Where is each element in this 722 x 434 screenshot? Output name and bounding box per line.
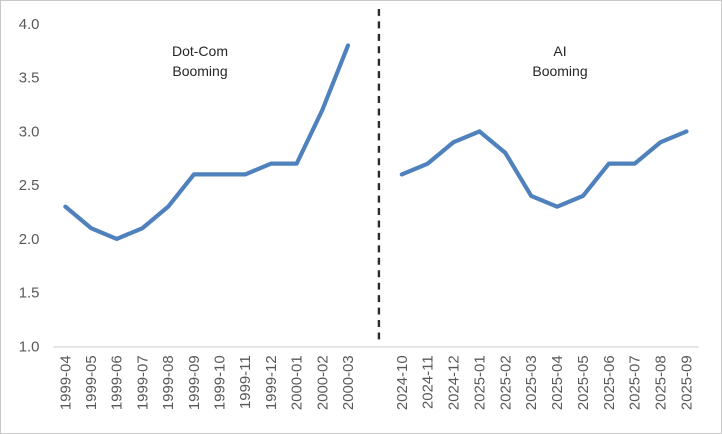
series-line-dotcom (63, 43, 351, 241)
x-tick-label: 2000-01 (289, 355, 306, 410)
x-tick-label: 2024-12 (446, 355, 463, 410)
annotation-ai-booming: AI Booming (532, 43, 588, 79)
x-tick-label: 2025-07 (627, 355, 644, 410)
y-tick-label: 2.5 (19, 177, 40, 194)
x-tick-label: 2025-09 (678, 355, 695, 410)
y-tick-label: 3.0 (19, 123, 40, 140)
x-tick-label: 2025-04 (549, 355, 566, 410)
x-tick-label: 2025-05 (575, 355, 592, 410)
x-tick-label: 1999-11 (237, 355, 254, 409)
x-tick-label: 1999-05 (83, 355, 100, 410)
x-tick-label: 2000-03 (340, 355, 357, 410)
x-tick-label: 2024-10 (394, 355, 411, 410)
x-tick-label: 2025-06 (601, 355, 618, 410)
y-tick-label: 2.0 (19, 231, 40, 248)
x-tick-label: 1999-06 (109, 355, 126, 410)
x-tick-label: 1999-09 (186, 355, 203, 410)
series-line-ai (399, 129, 689, 209)
x-tick-label: 1999-10 (212, 355, 229, 410)
y-tick-label: 1.0 (19, 338, 40, 355)
y-tick-label: 4.0 (19, 16, 40, 33)
x-tick-label: 1999-07 (134, 355, 151, 410)
y-tick-label: 1.5 (19, 285, 40, 302)
x-tick-label: 1999-08 (160, 355, 177, 410)
x-tick-label: 2025-01 (471, 355, 488, 410)
x-tick-label: 2000-02 (314, 355, 331, 410)
y-tick-label: 3.5 (19, 70, 40, 87)
annotation-dotcom-booming: Dot-Com Booming (171, 43, 228, 79)
x-tick-label: 2025-02 (497, 355, 514, 410)
x-tick-label: 2025-03 (523, 355, 540, 410)
x-tick-label: 1999-04 (57, 355, 74, 410)
x-tick-label: 2025-08 (653, 355, 670, 410)
x-tick-label: 1999-12 (263, 355, 280, 410)
x-tick-label: 2024-11 (420, 355, 437, 409)
